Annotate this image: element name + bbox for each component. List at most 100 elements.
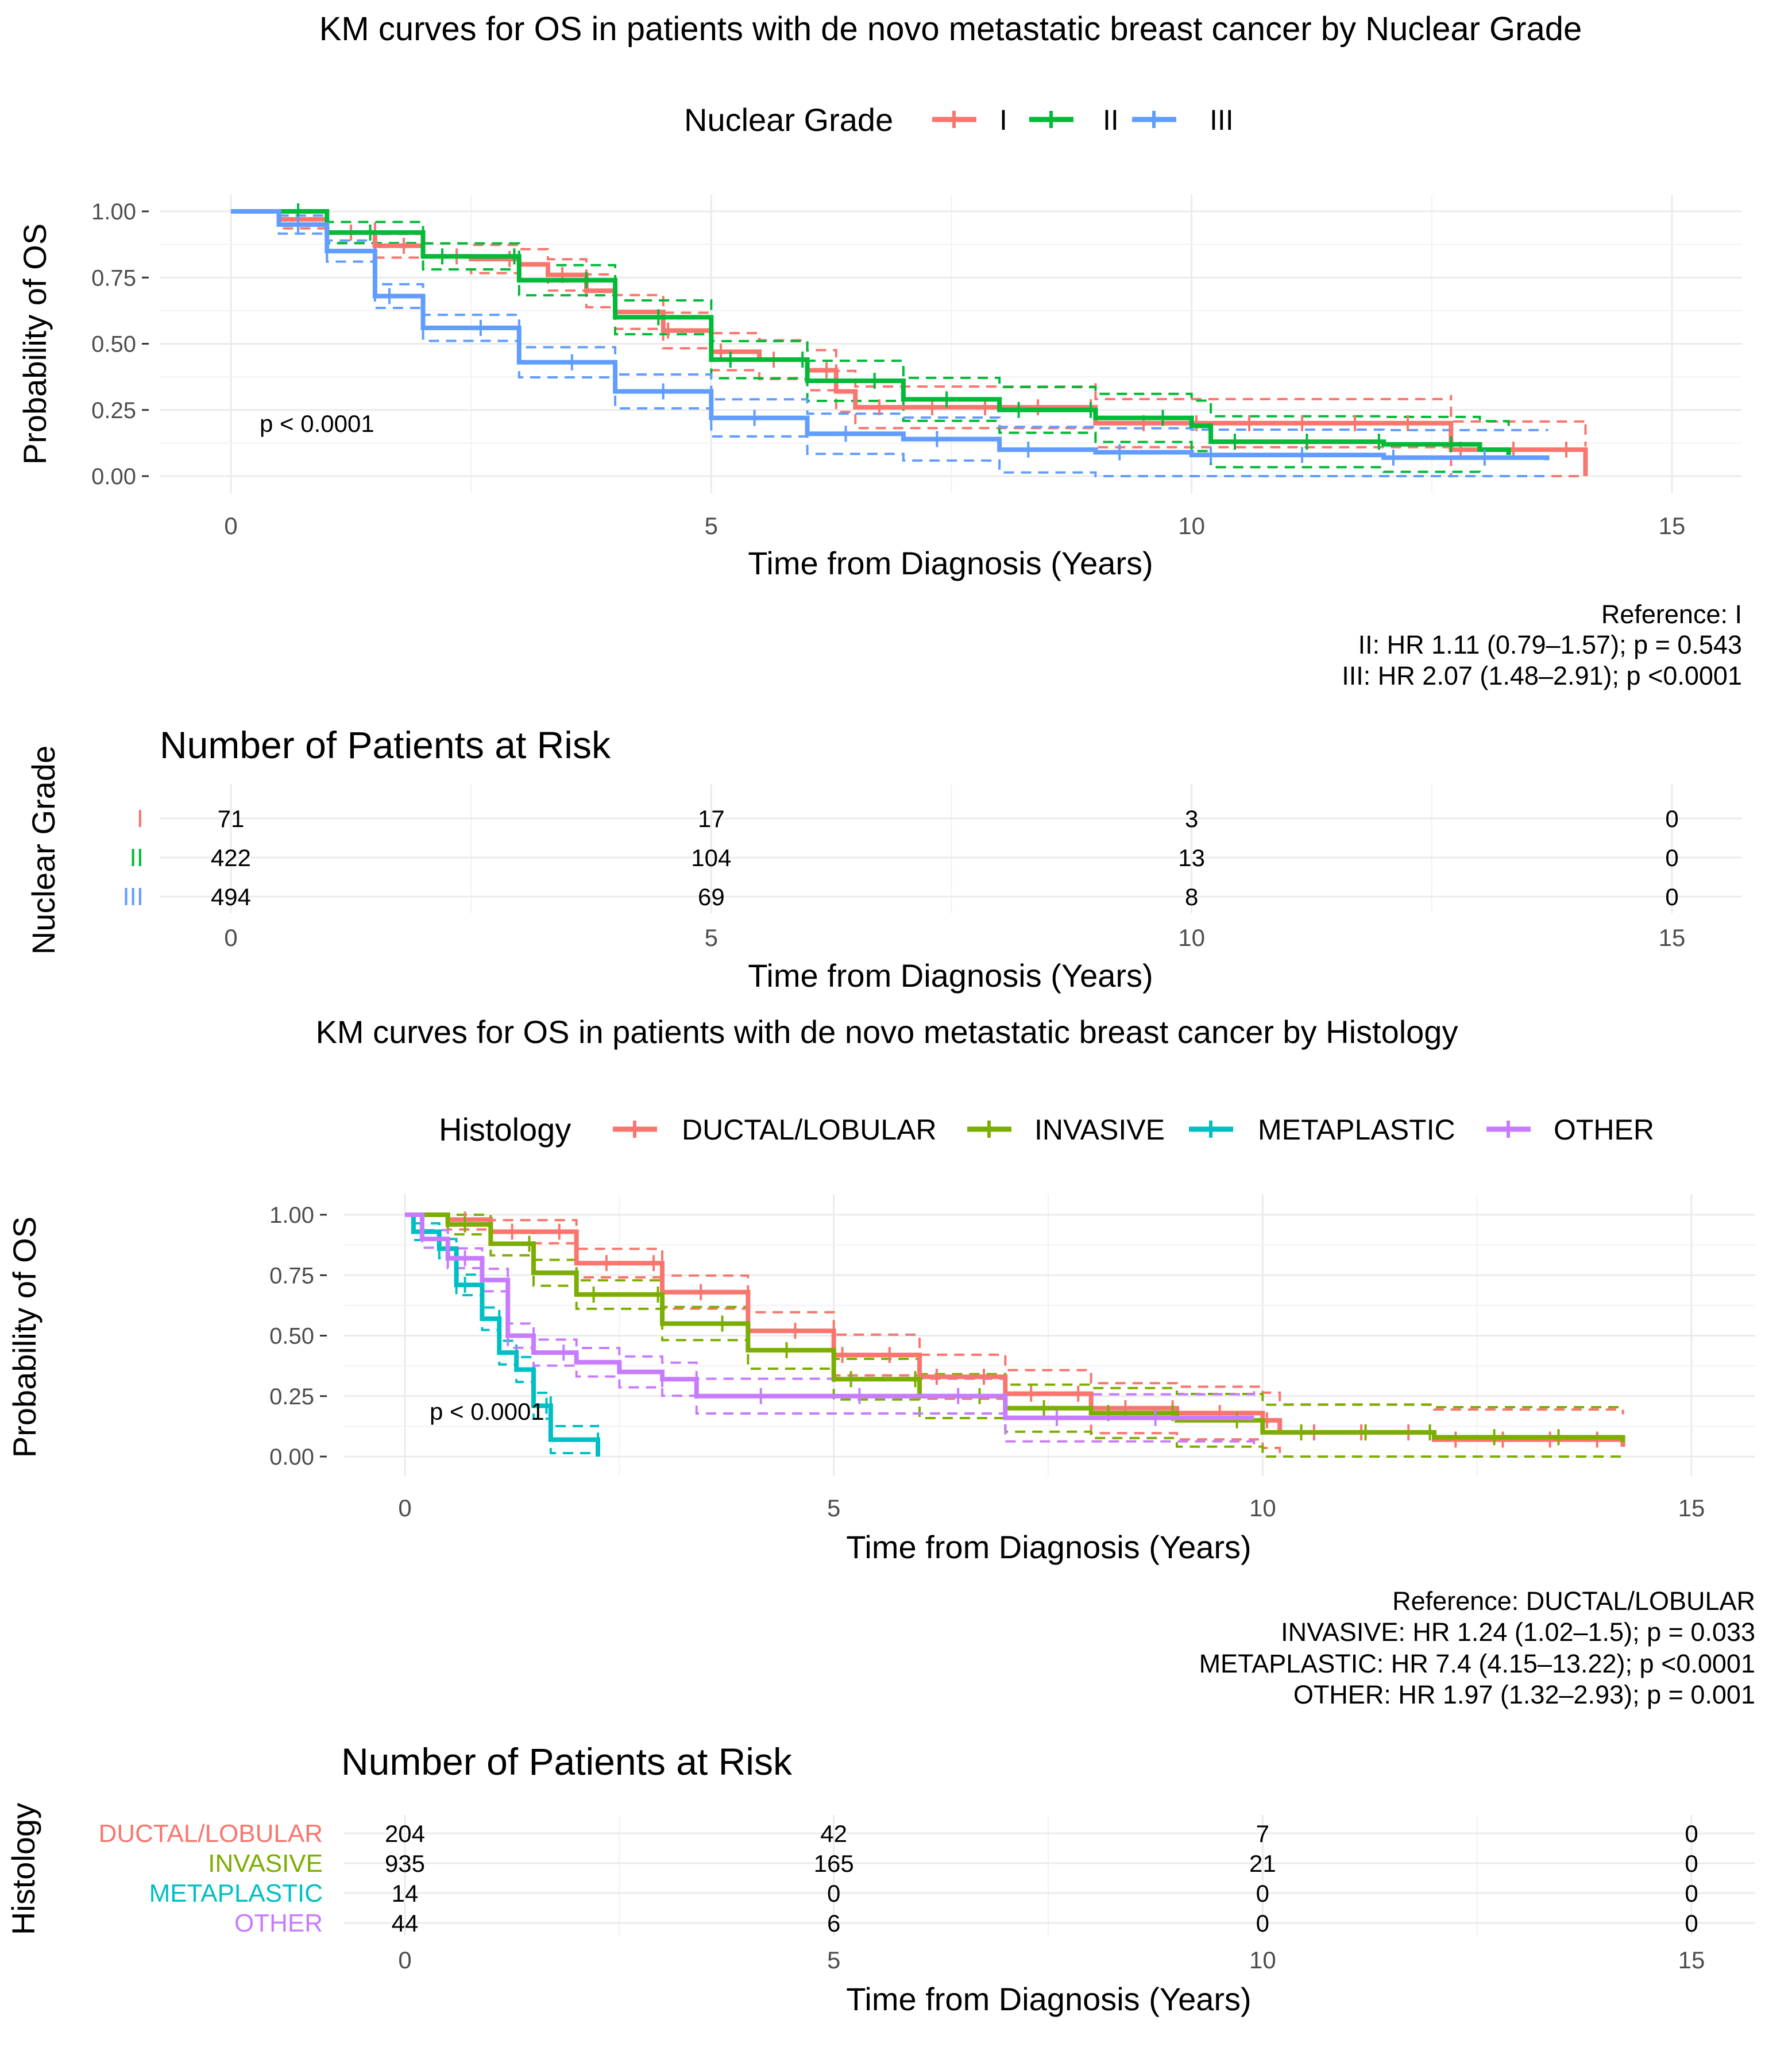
risk-count: 204 [385,1820,425,1847]
risk-row-label: DUCTAL/LOBULAR [99,1820,323,1848]
risk-count: 104 [691,844,731,871]
risk-count: 13 [1178,844,1205,871]
risk-y-axis-title: Histology [5,1803,41,1935]
risk-x-tick-label: 0 [224,924,237,951]
legend-label: INVASIVE [1034,1114,1165,1146]
risk-x-tick-label: 15 [1678,1946,1705,1973]
risk-row-label: OTHER [234,1909,323,1937]
y-tick-label: 1.00 [91,199,136,225]
risk-count: 0 [1256,1880,1269,1907]
p-value: p < 0.0001 [260,410,374,437]
x-tick-label: 0 [398,1494,411,1521]
risk-x-tick-label: 10 [1178,924,1205,951]
risk-x-tick-label: 10 [1249,1946,1276,1973]
risk-x-tick-label: 0 [398,1946,411,1973]
x-axis-title: Time from Diagnosis (Years) [846,1529,1251,1565]
risk-count: 935 [385,1850,425,1877]
x-tick-label: 5 [705,512,718,539]
y-tick-label: 0.75 [269,1263,314,1288]
risk-count: 6 [827,1910,840,1937]
risk-x-axis-title: Time from Diagnosis (Years) [846,1981,1251,2017]
km-curve-DUCTAL/LOBULAR [405,1212,1625,1447]
ci-lower-II [231,210,1509,477]
risk-count: 0 [1685,1820,1698,1847]
risk-count: 21 [1249,1850,1276,1877]
hazard-ratio-text: OTHER: HR 1.97 (1.32–2.93); p = 0.001 [1293,1680,1755,1709]
x-tick-label: 15 [1659,512,1686,539]
risk-count: 71 [218,805,245,832]
x-tick-label: 10 [1178,512,1205,539]
risk-count: 0 [1665,805,1678,832]
risk-row-label: II [130,844,144,872]
risk-y-axis-title: Nuclear Grade [25,746,61,955]
risk-count: 0 [1256,1910,1269,1937]
risk-count: 0 [827,1880,840,1907]
hazard-ratio-text: METAPLASTIC: HR 7.4 (4.15–13.22); p <0.0… [1199,1649,1755,1678]
legend-title: Histology [439,1111,571,1148]
ci-upper-III [231,210,1548,431]
risk-row-label: III [122,883,144,911]
ci-lower-III [231,210,1547,477]
ci-lower-INVASIVE [405,1214,1623,1458]
y-axis-title: Probability of OS [6,1216,43,1458]
y-tick-label: 0.00 [269,1445,314,1470]
x-tick-label: 15 [1678,1494,1705,1521]
chart-title: KM curves for OS in patients with de nov… [319,10,1582,48]
risk-count: 7 [1256,1820,1269,1847]
y-tick-label: 0.00 [91,464,136,489]
risk-x-tick-label: 5 [827,1946,840,1973]
risk-x-tick-label: 5 [705,924,718,951]
y-tick-label: 0.50 [91,332,136,357]
x-axis-title: Time from Diagnosis (Years) [748,545,1153,581]
risk-count: 17 [698,805,725,832]
risk-count: 0 [1685,1880,1698,1907]
legend-label: METAPLASTIC [1258,1114,1455,1146]
risk-table-title: Number of Patients at Risk [160,724,611,766]
risk-row-label: I [137,805,144,833]
risk-count: 0 [1665,844,1678,871]
risk-count: 165 [814,1850,854,1877]
x-tick-label: 5 [827,1494,840,1521]
hazard-ratio-text: Reference: DUCTAL/LOBULAR [1392,1586,1755,1616]
y-tick-label: 0.25 [269,1384,314,1409]
risk-count: 3 [1185,805,1198,832]
ci-lower-I [231,210,1586,477]
hazard-ratio-text: INVASIVE: HR 1.24 (1.02–1.5); p = 0.033 [1281,1617,1755,1647]
risk-row-label: INVASIVE [208,1849,323,1878]
legend-title: Nuclear Grade [684,102,893,138]
p-value: p < 0.0001 [430,1398,544,1425]
hazard-ratio-text: II: HR 1.11 (0.79–1.57); p = 0.543 [1358,630,1742,659]
legend-label: OTHER [1554,1114,1654,1146]
risk-count: 8 [1185,883,1198,910]
legend-label: II [1103,104,1119,136]
risk-x-tick-label: 15 [1659,924,1686,951]
x-tick-label: 0 [224,512,237,539]
hazard-ratio-text: Reference: I [1601,600,1742,629]
ci-upper-INVASIVE [405,1214,1624,1410]
risk-row-label: METAPLASTIC [149,1879,323,1907]
y-tick-label: 0.25 [91,398,136,423]
y-axis-title: Probability of OS [17,223,53,465]
km-curve-III [231,209,1550,461]
risk-x-axis-title: Time from Diagnosis (Years) [748,957,1153,994]
risk-count: 0 [1685,1850,1698,1877]
ci-upper-I [231,210,1587,447]
chart-title: KM curves for OS in patients with de nov… [316,1014,1458,1050]
legend-label: I [999,104,1007,136]
km-curve-METAPLASTIC [405,1212,600,1457]
y-tick-label: 0.50 [269,1324,314,1349]
km-curve-INVASIVE [405,1212,1625,1442]
risk-count: 0 [1665,883,1678,910]
y-tick-label: 1.00 [269,1203,314,1228]
risk-count: 14 [392,1880,419,1907]
legend-label: III [1210,104,1234,136]
risk-count: 0 [1685,1910,1698,1937]
legend-label: DUCTAL/LOBULAR [682,1114,937,1146]
risk-count: 69 [698,883,725,910]
risk-count: 44 [392,1910,419,1937]
risk-table-title: Number of Patients at Risk [341,1740,793,1783]
km-curve-II [231,209,1511,455]
y-tick-label: 0.75 [91,265,136,291]
risk-count: 422 [211,844,251,871]
